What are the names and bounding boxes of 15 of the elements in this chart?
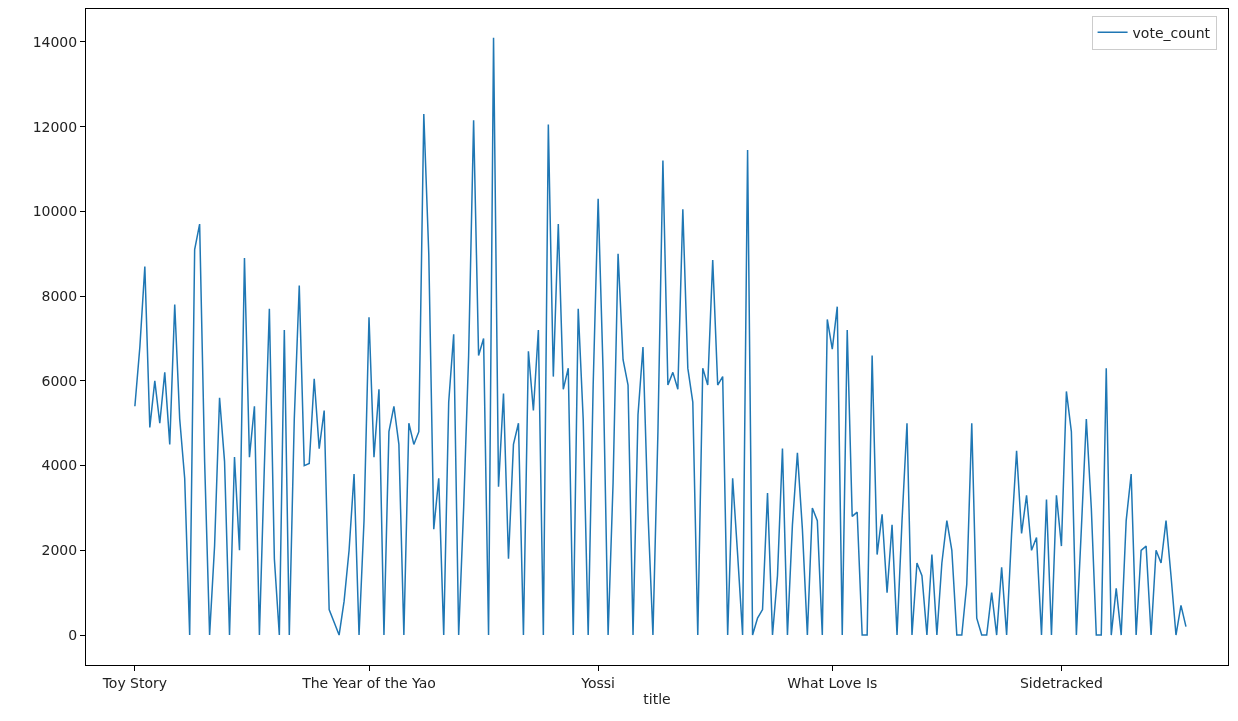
x-tick-label: What Love Is [787,674,878,691]
y-tick-label: 8000 [41,288,78,305]
y-tick-label: 4000 [41,457,78,474]
y-tick-label: 12000 [32,118,78,135]
legend-label: vote_count [1132,24,1211,41]
y-tick-label: 14000 [32,33,78,50]
x-tick-label: The Year of the Yao [301,674,436,691]
y-tick-label: 10000 [32,203,78,220]
y-tick-label: 0 [68,626,78,643]
x-axis-title: title [643,691,671,708]
x-tick-label: Yossi [580,674,616,691]
y-tick-label: 2000 [41,542,78,559]
x-tick-label: Sidetracked [1019,674,1103,691]
y-tick-label: 6000 [41,372,78,389]
x-tick-label: Toy Story [101,674,168,691]
